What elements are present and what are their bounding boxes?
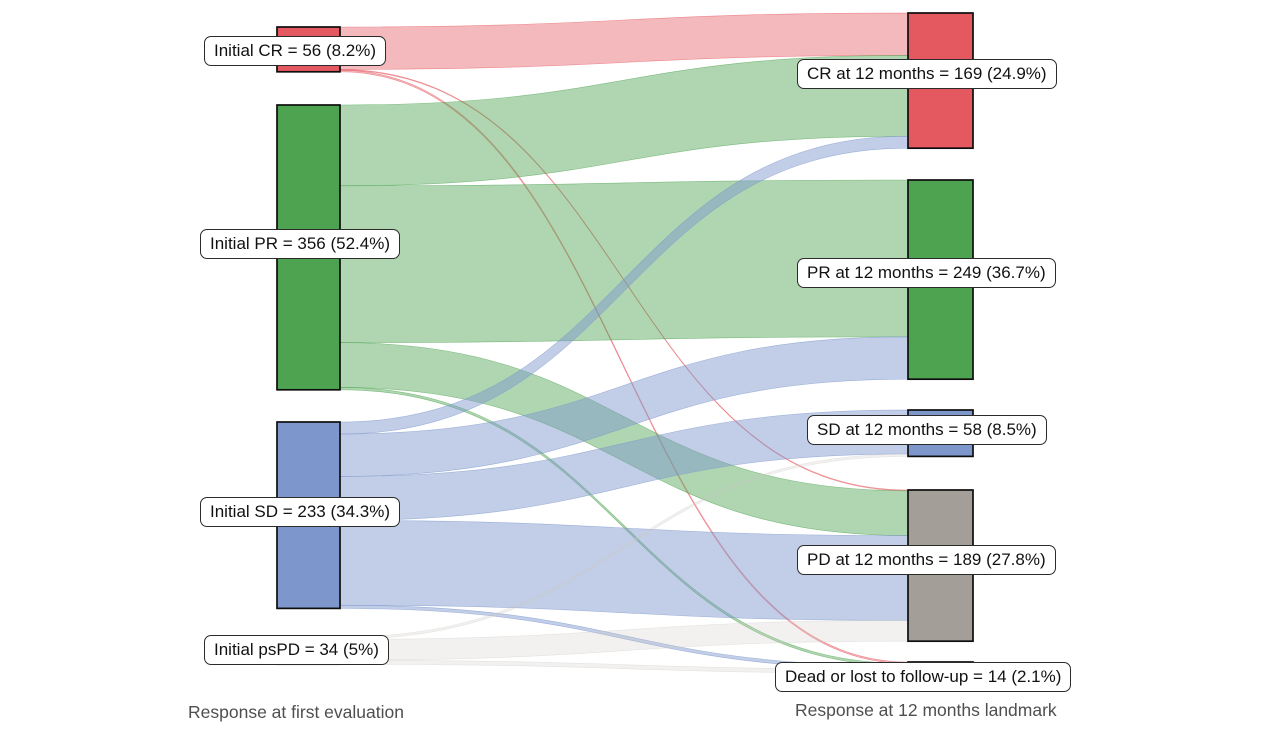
label-initial-sd: Initial SD = 233 (34.3%) <box>200 497 401 527</box>
label-initial-pr: Initial PR = 356 (52.4%) <box>200 229 401 259</box>
label-dead-lost-followup: Dead or lost to follow-up = 14 (2.1%) <box>775 662 1072 692</box>
label-pr-12-months: PR at 12 months = 249 (36.7%) <box>797 258 1056 288</box>
label-initial-cr: Initial CR = 56 (8.2%) <box>204 36 387 66</box>
label-initial-pspd: Initial psPD = 34 (5%) <box>204 635 389 665</box>
right-axis-caption: Response at 12 months landmark <box>795 700 1057 720</box>
label-pd-12-months: PD at 12 months = 189 (27.8%) <box>797 545 1056 575</box>
left-axis-caption: Response at first evaluation <box>188 702 404 722</box>
label-cr-12-months: CR at 12 months = 169 (24.9%) <box>797 59 1057 89</box>
label-sd-12-months: SD at 12 months = 58 (8.5%) <box>807 415 1047 445</box>
